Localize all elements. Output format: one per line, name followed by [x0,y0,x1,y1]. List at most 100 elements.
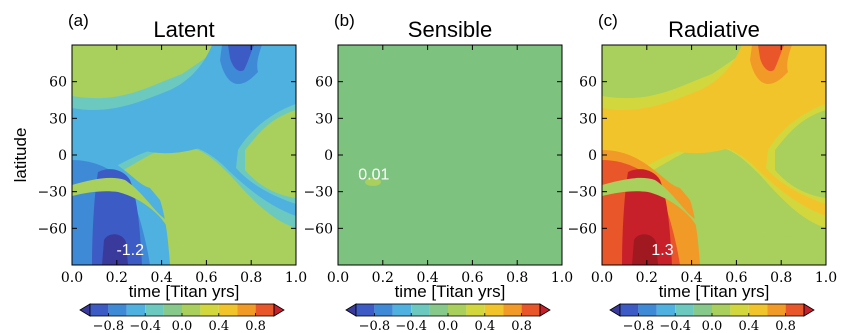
contour-annotation: 0.01 [358,166,389,183]
lower-right-yellow-green [72,177,296,265]
x-tick-label: 0.0 [327,270,349,286]
colorbar-tick-label: 0.8 [775,319,796,333]
y-tick-label: 30 [49,111,67,127]
colorbar-tick-label: 0.8 [511,319,532,333]
band-mid [100,100,262,154]
band-mid [630,100,792,154]
chart-title: Sensible [408,17,492,42]
y-axis-label: latitude [11,128,30,183]
colorbar-swatch [200,304,219,316]
contour-annotation: -1.2 [116,242,144,259]
x-tick-label: 0.8 [506,270,528,286]
colorbar-tick-label: −0.4 [129,319,161,333]
colorbar-tick-label: −0.8 [623,319,655,333]
spot [365,178,381,186]
x-tick-label: 0.4 [416,270,438,286]
y-tick-label: 0 [588,148,597,164]
colorbar-swatch [638,304,657,316]
y-tick-label: 30 [579,111,597,127]
lower-right-green [602,177,826,265]
colorbar-tick-label: −0.4 [395,319,427,333]
band-inner [602,45,826,216]
contour-annotation: 1.3 [651,242,673,259]
colorbar-swatch [411,304,430,316]
colorbar-swatch [108,304,127,316]
colorbar-tick-label: 0.8 [245,319,266,333]
colorbar-tick-label: −0.4 [659,319,691,333]
panel-label: (b) [334,11,355,30]
upper-left-green [602,45,730,93]
colorbar-swatch [182,304,201,316]
colorbar-swatch [503,304,522,316]
colorbar-arrow-min [345,303,357,317]
x-axis-label: time [Titan yrs] [395,282,506,301]
colorbar-swatch [748,304,768,316]
x-tick-label: 0.2 [372,270,394,286]
x-tick-label: 0.8 [240,270,262,286]
x-tick-label: 1.0 [815,270,837,286]
y-tick-label: 0 [324,148,333,164]
x-tick-label: 0.6 [725,270,747,286]
colorbar-swatch [255,304,274,316]
colorbar-swatch [126,304,146,316]
colorbar-tick-label: 0.4 [738,319,759,333]
heatmap-latent [72,45,296,265]
y-tick-label: −30 [567,185,597,201]
colorbar-swatch [237,304,256,316]
colorbar-swatch [429,304,448,316]
colorbar-tick-label: 0.4 [208,319,229,333]
x-tick-label: 0.6 [195,270,217,286]
heatmap-radiative [602,45,826,265]
axes-overlay: (a) Latent 0.0 0.2 0.4 0.6 0.8 1.0 60 30 0 −30 −60 ti… [11,11,837,333]
chart-title: Radiative [668,17,760,42]
colorbar-arrow-min [609,303,621,317]
colorbar-tick-label: 0.0 [702,319,723,333]
y-tick-label: −60 [303,221,333,237]
colorbar-swatch [218,304,238,316]
x-tick-label: 0.6 [461,270,483,286]
panel-sensible [337,44,563,266]
colorbar-swatch [466,304,485,316]
colorbar-tick-label: 0.4 [474,319,495,333]
colorbar-swatch [356,304,375,316]
colorbar-tick-label: −0.8 [359,319,391,333]
colorbar-swatch [448,304,467,316]
heatmap-sensible [338,45,562,265]
y-tick-label: −30 [303,185,333,201]
colorbar-swatch [767,304,786,316]
colorbar-swatch [90,304,109,316]
colorbar-swatch [620,304,639,316]
y-tick-label: 60 [579,75,597,91]
y-tick-label: 60 [315,75,333,91]
x-tick-label: 0.2 [106,270,128,286]
x-tick-label: 0.2 [636,270,658,286]
colorbar-swatch [484,304,504,316]
x-tick-label: 0.4 [680,270,702,286]
colorbar-swatch [656,304,676,316]
x-tick-label: 1.0 [285,270,307,286]
y-tick-label: 0 [58,148,67,164]
y-tick-label: −60 [567,221,597,237]
colorbar-tick-label: −0.8 [93,319,125,333]
y-tick-label: −60 [37,221,67,237]
x-tick-label: 0.4 [150,270,172,286]
colorbar-swatch [374,304,393,316]
colorbar-tick-label: 0.0 [438,319,459,333]
x-tick-label: 0.8 [770,270,792,286]
colorbar-arrow-max [803,303,815,317]
y-tick-label: −30 [37,185,67,201]
field-background [338,45,562,265]
lower-left-min [102,234,128,265]
colorbar-swatch [693,304,712,316]
colorbar-tick-label: 0.0 [172,319,193,333]
y-tick-label: 30 [315,111,333,127]
colorbar-swatch [392,304,412,316]
x-tick-label: 1.0 [551,270,573,286]
x-axis-label: time [Titan yrs] [659,282,770,301]
panel-label: (a) [68,11,89,30]
lower-left-max [632,234,658,265]
band-inner [72,45,296,216]
x-axis-label: time [Titan yrs] [129,282,240,301]
